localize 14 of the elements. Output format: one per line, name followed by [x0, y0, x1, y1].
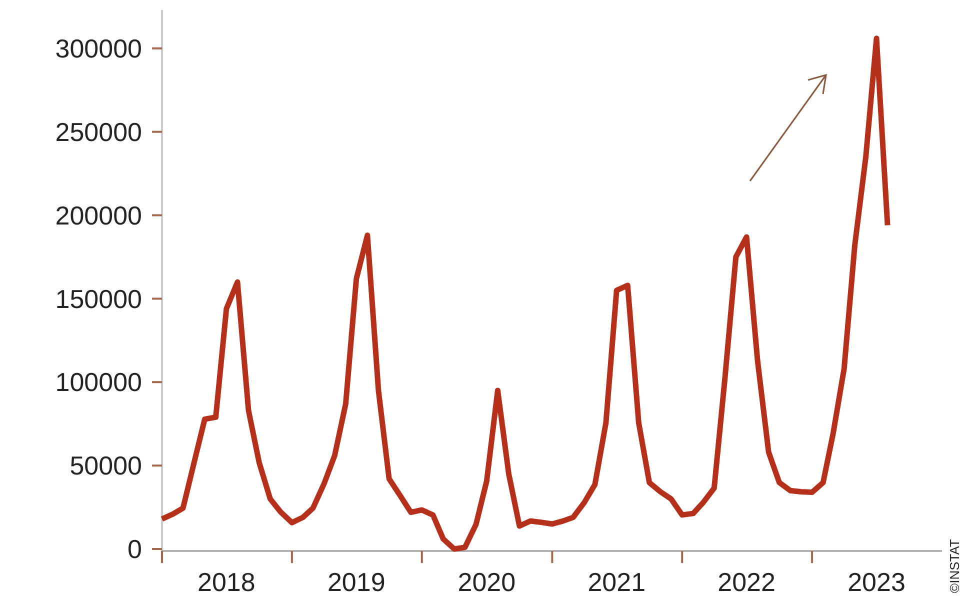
- y-tick-label: 50000: [70, 450, 142, 481]
- x-tick-label: 2022: [718, 567, 776, 597]
- y-tick-label: 100000: [55, 367, 142, 398]
- x-tick-label: 2020: [458, 567, 516, 597]
- y-tick-label: 250000: [55, 116, 142, 147]
- y-tick-label: 0: [128, 534, 142, 564]
- y-tick-label: 200000: [55, 200, 142, 230]
- x-tick-label: 2021: [588, 567, 646, 597]
- x-tick-label: 2023: [848, 567, 906, 597]
- text: ©INSTAT: [947, 539, 962, 593]
- y-tick-label: 300000: [55, 33, 142, 64]
- x-tick-label: 2019: [327, 567, 386, 597]
- x-tick-label: 2018: [198, 567, 256, 597]
- y-tick-label: 150000: [55, 284, 142, 314]
